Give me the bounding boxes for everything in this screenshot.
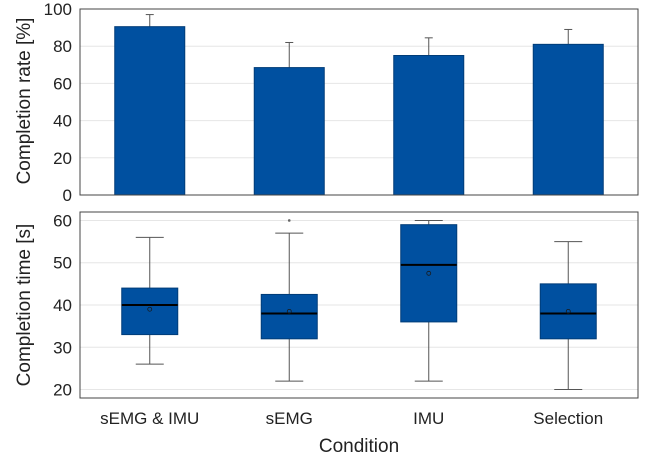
box: [400, 224, 458, 323]
y-tick-label: 20: [53, 381, 72, 400]
y-tick-label: 50: [53, 254, 72, 273]
mean-marker: [426, 270, 432, 276]
x-tick-label: sEMG & IMU: [100, 409, 199, 428]
mean-marker: [147, 306, 153, 312]
completion-rate-chart: 0 20 40 60 80 100: [44, 0, 639, 205]
bar: [253, 67, 325, 196]
y-tick-label: 20: [53, 149, 72, 168]
box: [260, 293, 318, 340]
plot-frame: [79, 8, 639, 196]
y-tick-label: 0: [63, 186, 72, 205]
y-tick-label: 40: [53, 112, 72, 131]
y-tick-label: 30: [53, 338, 72, 357]
outlier-point: [287, 219, 291, 222]
y-tick-label: 60: [53, 211, 72, 230]
bar: [532, 43, 604, 196]
plot-frame: [79, 211, 639, 399]
y-tick-label: 100: [44, 0, 72, 19]
completion-time-chart: 20 30 40 50 60 sEMG & IMU sEMG IMU Selection: [53, 211, 639, 428]
bar: [114, 26, 186, 196]
mean-marker: [286, 308, 292, 314]
bar: [393, 55, 465, 196]
y-tick-label: 60: [53, 74, 72, 93]
x-tick-label: sEMG: [266, 409, 313, 428]
box: [539, 283, 597, 340]
y-tick-label: 40: [53, 296, 72, 315]
completion-time-axis-label: Completion time [s]: [14, 224, 35, 387]
mean-marker: [565, 308, 571, 314]
completion-rate-axis-label: Completion rate [%]: [14, 18, 35, 185]
x-tick-label: IMU: [413, 409, 444, 428]
condition-axis-label: Condition: [319, 436, 399, 457]
y-tick-label: 80: [53, 37, 72, 56]
x-tick-label: Selection: [533, 409, 603, 428]
